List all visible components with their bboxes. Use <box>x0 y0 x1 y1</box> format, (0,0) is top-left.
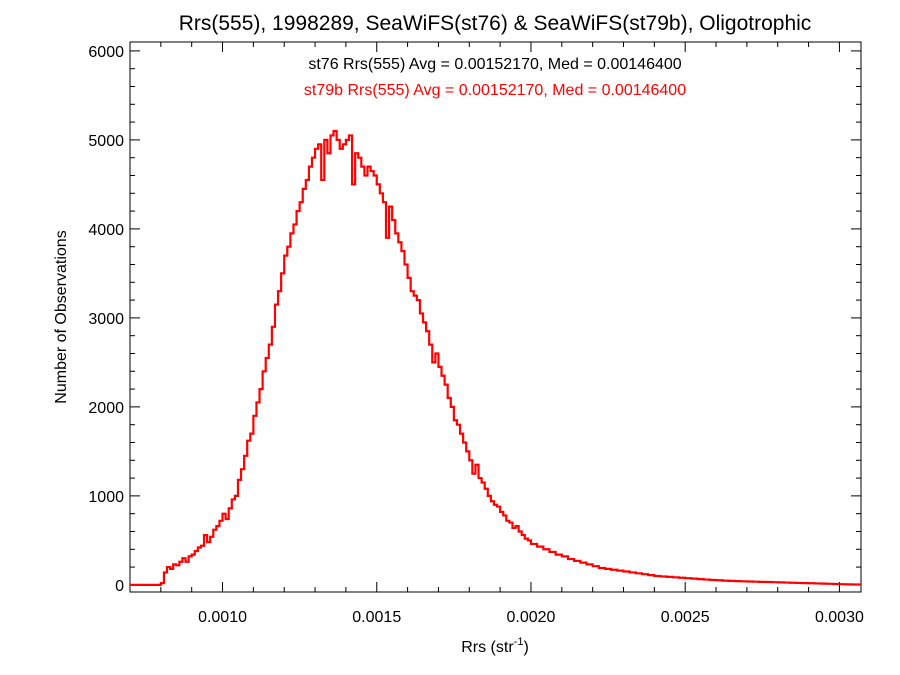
y-axis-label: Number of Observations <box>53 230 70 403</box>
x-tick-label: 0.0015 <box>352 609 401 626</box>
x-axis-label-base: Rrs (str <box>461 639 514 656</box>
x-axis-label-sup: -1 <box>514 636 524 648</box>
chart-title: Rrs(555), 1998289, SeaWiFS(st76) & SeaWi… <box>179 12 812 35</box>
series-layer <box>130 129 861 586</box>
x-axis-label-tail: ) <box>523 639 528 656</box>
x-tick-label: 0.0030 <box>815 609 864 626</box>
y-tick-label: 5000 <box>88 133 124 150</box>
x-tick-label: 0.0025 <box>661 609 710 626</box>
y-tick-label: 3000 <box>88 311 124 328</box>
x-tick-label: 0.0020 <box>507 609 556 626</box>
x-axis-label: Rrs (str-1) <box>461 636 529 656</box>
y-tick-label: 4000 <box>88 222 124 239</box>
annotation-st76: st76 Rrs(555) Avg = 0.00152170, Med = 0.… <box>308 56 681 73</box>
y-tick-label: 1000 <box>88 489 124 506</box>
histogram-series-line <box>130 129 861 586</box>
x-tick-label: 0.0010 <box>198 609 247 626</box>
tick-labels: 0.0010 0.0015 0.0020 0.0025 0.0030 0 1000 2000 3… <box>88 44 864 626</box>
y-tick-label: 2000 <box>88 400 124 417</box>
axis-ticks <box>129 42 861 592</box>
annotation-st79b: st79b Rrs(555) Avg = 0.00152170, Med = 0… <box>304 82 686 99</box>
plot-frame <box>129 41 862 593</box>
y-tick-label: 6000 <box>88 44 124 61</box>
y-tick-label: 0 <box>115 578 124 595</box>
